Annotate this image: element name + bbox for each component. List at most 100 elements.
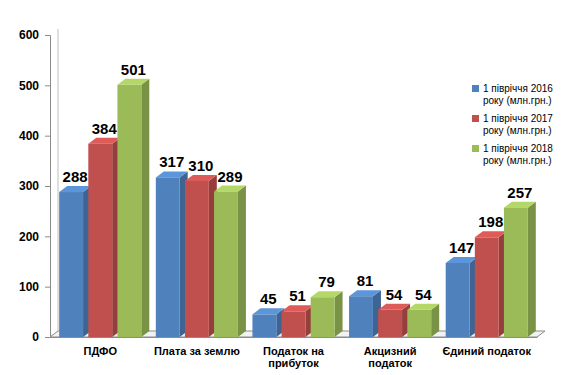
tick-mark [45,136,50,137]
bar-top [117,79,149,85]
data-label: 289 [217,168,242,185]
tick-label: Плата за землю [154,345,240,357]
tick-label: 0 [32,330,39,344]
bar [378,310,402,337]
tick-mark [45,236,50,237]
bar [349,296,373,337]
tick: 500 [19,79,50,93]
legend-label-line: 1 півріччя 2016 [483,83,553,94]
tick-mark [45,287,50,288]
bar [88,144,112,337]
tick-mark [45,85,50,86]
axis-line [51,337,538,338]
legend-entry: 1 півріччя 2017року (млн.грн.) [472,113,553,136]
data-label: 147 [449,239,474,256]
data-label: 257 [507,184,532,201]
data-label: 288 [63,168,88,185]
back-wall [58,29,59,331]
data-labels: 288317458114738431051541985012897954257 [63,61,533,308]
tick-label: Податок наприбуток [263,345,325,369]
tick: 300 [19,179,50,193]
data-label: 79 [318,273,335,290]
bar [59,192,83,337]
bar [311,297,335,337]
tick: Податок наприбуток [263,345,325,369]
bar-top [214,186,246,192]
legend-swatch [472,115,479,122]
bar-top [88,138,120,144]
data-label: 310 [188,157,213,174]
tick-label: 400 [19,129,39,143]
data-label: 317 [159,153,184,170]
tick-label: Акцизнийподаток [364,345,417,369]
data-label: 384 [92,120,118,137]
data-label: 54 [415,286,432,303]
tick: 600 [19,28,50,42]
bar [117,85,141,337]
tick: 0 [32,330,50,344]
legend-entry: 1 півріччя 2018року (млн.грн.) [472,143,553,166]
bar [282,311,306,337]
bar-top [156,171,188,177]
legend-label-line: року (млн.грн.) [483,155,552,166]
bar [407,310,431,337]
bar [252,314,276,337]
tick-label: ПДФО [83,345,117,357]
bars [59,79,536,337]
tick-mark [45,186,50,187]
tick-label: 100 [19,280,39,294]
legend-label: 1 півріччя 2016року (млн.грн.) [483,83,553,106]
bar-top [282,305,314,311]
bar-top [185,175,217,181]
bar-top [446,257,478,263]
bar-top [475,231,507,237]
bar-top [349,290,381,296]
tick: Єдиний податок [442,345,531,357]
data-label: 51 [289,287,306,304]
bar [185,181,209,337]
data-label: 501 [121,61,146,78]
tick-label: Єдиний податок [442,345,531,357]
bar-side [335,291,343,337]
legend-label-line: року (млн.грн.) [483,95,552,106]
tick-label: 300 [19,179,39,193]
series [117,79,535,337]
bar-top [59,186,91,192]
tick-mark [45,337,50,338]
tick-mark [45,35,50,36]
y-axis: 0 100 200 300 400 500 600 [19,28,51,344]
legend-swatch [472,145,479,152]
legend-label-line: 1 півріччя 2017 [483,113,553,124]
bar [214,192,238,337]
tick: Плата за землю [154,345,240,357]
chart: 2883174581147384310515419850128979542570… [0,0,577,375]
bar-top [252,308,284,314]
tick: 200 [19,230,50,244]
bar [504,208,528,337]
bar-top [311,291,343,297]
bar-top [378,304,410,310]
tick: Акцизнийподаток [364,345,417,369]
legend-label-line: року (млн.грн.) [483,125,552,136]
bar [475,237,499,337]
legend-label: 1 півріччя 2018року (млн.грн.) [483,143,553,166]
bar [156,177,180,337]
data-label: 54 [386,286,403,303]
data-label: 81 [357,272,374,289]
tick-label-line: прибуток [268,357,319,369]
tick-label: 200 [19,230,39,244]
data-label: 45 [260,290,277,307]
axis-line [45,36,51,338]
legend-entry: 1 півріччя 2016року (млн.грн.) [472,83,553,106]
tick: 400 [19,129,50,143]
x-axis: ПДФО Плата за землю Податок наприбуток Акци… [51,338,538,369]
legend-swatch [472,85,479,92]
tick-label-line: Акцизний [364,345,417,357]
tick-label-line: Податок на [263,345,325,357]
tick-label: 600 [19,28,39,42]
bar-side [141,79,149,337]
legend-label-line: 1 півріччя 2018 [483,143,553,154]
bar-side [238,186,246,337]
bar [446,263,470,337]
bar-top [407,304,439,310]
